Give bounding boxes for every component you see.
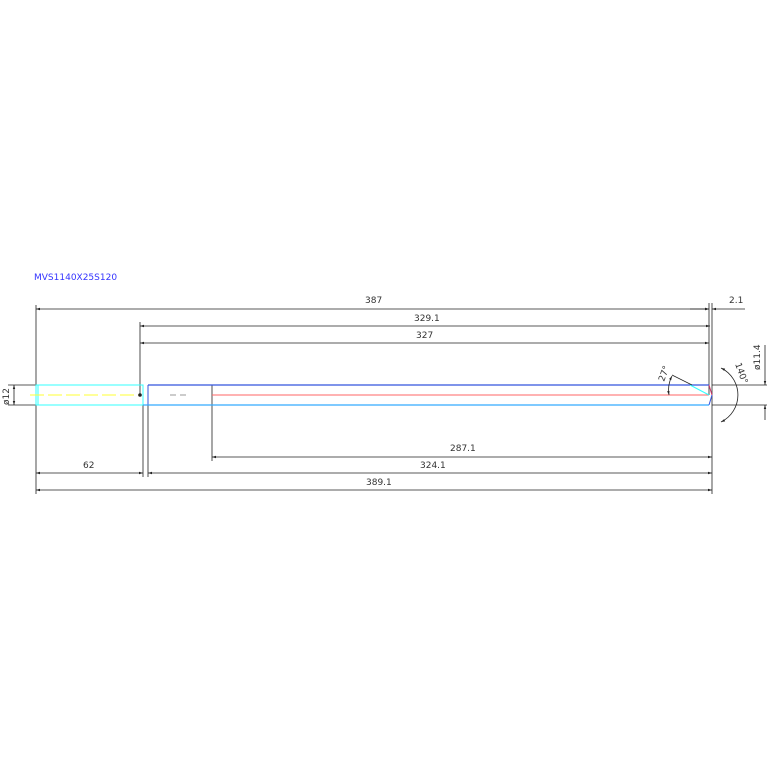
dim-dia12: ø12 [2,388,12,405]
dim-dia11-4: ø11.4 [753,344,763,370]
dim-329-1: 329.1 [414,314,440,324]
dim-287-1: 287.1 [450,444,476,454]
extension-lines [8,303,767,494]
dim-62: 62 [83,461,94,471]
dim-324-1: 324.1 [420,461,446,471]
drawing-title: MVS1140X25S120 [34,273,117,283]
dim-389-1: 389.1 [366,478,392,488]
tool-part [30,384,713,406]
dim-387: 387 [365,296,382,306]
angle-arc-140 [720,367,739,423]
angle-arc-27 [667,375,673,396]
dim-327: 327 [416,331,433,341]
dim-2-1: 2.1 [729,296,743,306]
center-point [138,393,142,397]
